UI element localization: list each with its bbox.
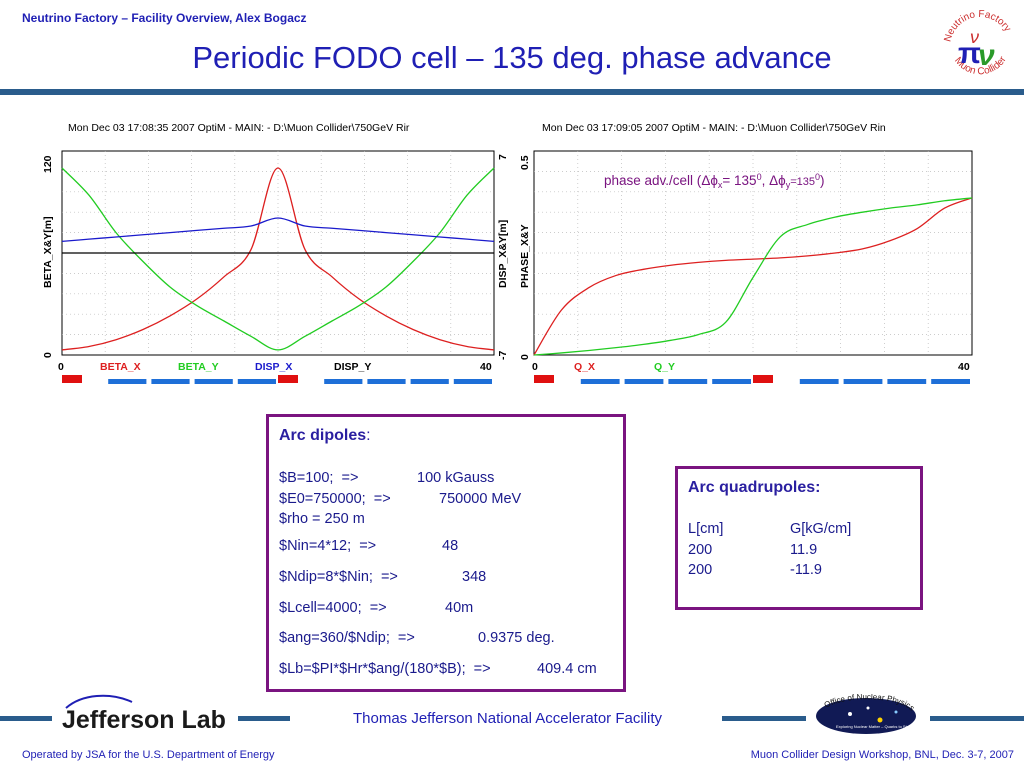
dipole-marker [237, 379, 276, 384]
dipole-line-3: $rho = 250 m [279, 511, 365, 527]
dipole-marker [453, 379, 492, 384]
series-q-x [533, 197, 973, 356]
presentation-header: Neutrino Factory – Facility Overview, Al… [22, 11, 307, 25]
dipole-value-7: 0.9375 deg. [478, 630, 555, 646]
dipole-value-8: 409.4 cm [537, 661, 597, 677]
chart1-legend-disp-y: DISP_Y [334, 361, 371, 373]
dipole-value-6: 40m [445, 600, 474, 616]
dipole-value-1: 100 kGauss [417, 470, 495, 486]
arc-dipoles-title: Arc dipoles: [279, 427, 371, 444]
svg-text:π: π [958, 37, 981, 70]
phase-advance-chart: Mon Dec 03 17:09:05 2007 OptiM - MAIN: -… [519, 122, 973, 384]
chart1-y-axis-label: BETA_X&Y[m] [42, 216, 54, 288]
dipole-marker [624, 379, 664, 384]
arc-dipoles-box: Arc dipoles: $B=100; => 100 kGauss $E0=7… [266, 414, 626, 692]
dipole-line-4: $Nin=4*12; => [279, 538, 377, 554]
dipole-marker [151, 379, 190, 384]
series-disp-x [61, 217, 495, 242]
office-of-nuclear-physics-logo: Office of Nuclear Physics Exploring Nucl… [816, 694, 916, 734]
series-q-y [533, 197, 973, 356]
dipole-marker [410, 379, 449, 384]
chart1-x-tick-end: 40 [480, 361, 492, 373]
chart1-header: Mon Dec 03 17:08:35 2007 OptiM - MAIN: -… [68, 122, 410, 134]
quadrupole-marker [753, 375, 773, 383]
quad-row-2-gradient: -11.9 [790, 562, 822, 578]
chart1-series [61, 167, 495, 351]
chart1-y-tick-bottom: 0 [42, 352, 54, 358]
dipole-value-5: 348 [462, 569, 487, 585]
dipole-marker [799, 379, 839, 384]
quad-header-gradient: G[kG/cm] [790, 521, 852, 537]
dipole-value-2: 750000 MeV [439, 491, 522, 507]
chart2-legend-q-x: Q_X [574, 361, 595, 373]
svg-text:ν: ν [978, 39, 995, 72]
dipole-marker [712, 379, 751, 384]
chart2-x-tick-start: 0 [532, 361, 538, 373]
chart1-y2-tick-top: 7 [497, 154, 509, 160]
arc-quadrupoles-box: Arc quadrupoles: L[cm] G[kG/cm] 200 11.9… [675, 466, 923, 610]
dipole-marker [324, 379, 363, 384]
footer-left: Operated by JSA for the U.S. Department … [22, 749, 275, 761]
dipole-marker [580, 379, 620, 384]
chart2-y-tick-bottom: 0 [519, 354, 531, 360]
dipole-marker [367, 379, 406, 384]
chart2-header: Mon Dec 03 17:09:05 2007 OptiM - MAIN: -… [542, 122, 886, 134]
dipole-line-8: $Lb=$PI*$Hr*$ang/(180*$B); => [279, 661, 491, 677]
footer-right: Muon Collider Design Workshop, BNL, Dec.… [750, 749, 1014, 761]
svg-text:ν: ν [970, 27, 979, 47]
chart2-series [533, 197, 973, 356]
chart1-magnet-layout [62, 375, 492, 384]
dipole-value-4: 48 [442, 538, 459, 554]
chart2-y-tick-top: 0.5 [519, 155, 531, 170]
dipole-marker [668, 379, 708, 384]
arc-quadrupoles-title: Arc quadrupoles: [688, 479, 821, 496]
dipole-line-2: $E0=750000; => [279, 491, 391, 507]
neutrino-factory-logo: Neutrino Factory Muon Collider π ν ν [942, 9, 1012, 77]
quadrupole-marker [534, 375, 554, 383]
dipole-marker [887, 379, 927, 384]
quadrupole-marker [278, 375, 298, 383]
chart2-y-axis-label: PHASE_X&Y [519, 224, 531, 288]
chart1-legend-beta-y: BETA_Y [178, 361, 219, 373]
facility-name: Thomas Jefferson National Accelerator Fa… [352, 710, 663, 727]
chart1-legend-disp-x: DISP_X [255, 361, 292, 373]
svg-text:Jefferson Lab: Jefferson Lab [62, 706, 226, 734]
chart1-y-tick-top: 120 [42, 155, 54, 173]
slide-title: Periodic FODO cell – 135 deg. phase adva… [192, 40, 832, 75]
dipole-line-5: $Ndip=8*$Nin; => [279, 569, 398, 585]
footer-band: Jefferson Lab Office of Nuclear Physics … [0, 694, 1024, 734]
dipole-marker [108, 379, 147, 384]
beta-dispersion-chart: Mon Dec 03 17:08:35 2007 OptiM - MAIN: -… [42, 122, 509, 384]
chart1-y2-axis-label: DISP_X&Y[m] [497, 220, 509, 288]
dipole-line-6: $Lcell=4000; => [279, 600, 387, 616]
chart1-x-tick-start: 0 [58, 361, 64, 373]
quad-row-1-gradient: 11.9 [790, 542, 818, 558]
dipole-marker [931, 379, 970, 384]
chart2-annotation: phase adv./cell (Δϕx= 1350, Δϕy=1350) [604, 172, 825, 190]
dipole-line-1: $B=100; => [279, 470, 359, 486]
quad-header-length: L[cm] [688, 521, 724, 537]
quadrupole-marker [62, 375, 82, 383]
chart1-legend-beta-x: BETA_X [100, 361, 141, 373]
chart2-x-tick-end: 40 [958, 361, 970, 373]
jefferson-lab-logo: Jefferson Lab [62, 694, 226, 734]
dipole-marker [843, 379, 883, 384]
header-rule [0, 89, 1024, 95]
dipole-line-7: $ang=360/$Ndip; => [279, 630, 415, 646]
chart1-y2-tick-bottom: -7 [497, 351, 509, 360]
chart2-magnet-layout [534, 375, 970, 384]
series-beta-x [61, 167, 495, 351]
quad-row-1-length: 200 [688, 542, 713, 558]
svg-text:Exploring Nuclear Matter – Qua: Exploring Nuclear Matter – Quarks to Sta… [836, 724, 912, 729]
quad-row-2-length: 200 [688, 562, 713, 578]
chart2-legend-q-y: Q_Y [654, 361, 675, 373]
dipole-marker [194, 379, 233, 384]
